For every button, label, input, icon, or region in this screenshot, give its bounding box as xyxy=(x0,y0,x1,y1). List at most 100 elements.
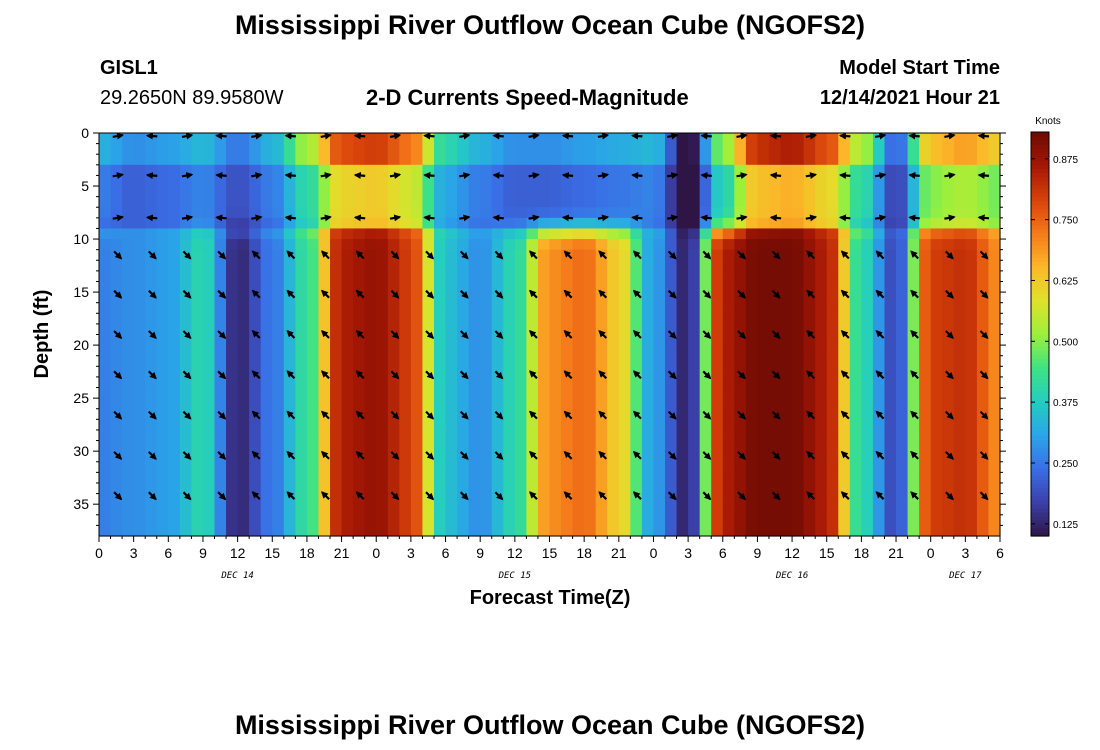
heatmap-cell xyxy=(260,398,273,410)
heatmap-cell xyxy=(410,154,424,166)
heatmap-cell xyxy=(191,482,204,495)
heatmap-cell xyxy=(561,228,574,240)
heatmap-cell xyxy=(930,228,943,240)
heatmap-cell xyxy=(919,302,932,314)
heatmap-cell xyxy=(457,154,470,166)
heatmap-cell xyxy=(953,186,966,198)
heatmap-cell xyxy=(861,461,874,473)
heatmap-cell xyxy=(780,429,793,442)
heatmap-cell xyxy=(965,334,978,346)
current-arrow xyxy=(667,250,677,260)
heatmap-cell xyxy=(988,249,1001,261)
heatmap-cell xyxy=(699,334,712,346)
heatmap-cell xyxy=(919,429,932,442)
current-arrow xyxy=(320,330,330,339)
heatmap-cell xyxy=(595,440,608,452)
heatmap-cell xyxy=(953,239,966,251)
heatmap-cell xyxy=(584,186,597,198)
heatmap-cell xyxy=(399,376,412,389)
heatmap-cell xyxy=(757,133,770,145)
heatmap-cell xyxy=(780,355,793,367)
heatmap-cell xyxy=(376,472,389,484)
heatmap-cell xyxy=(803,260,816,272)
heatmap-cell xyxy=(283,281,296,293)
heatmap-cell xyxy=(919,525,932,537)
heatmap-cell xyxy=(595,482,608,495)
heatmap-cell xyxy=(514,525,527,537)
heatmap-cell xyxy=(202,387,216,399)
heatmap-cell xyxy=(607,376,620,389)
heatmap-cell xyxy=(145,334,158,346)
heatmap-cell xyxy=(156,451,169,463)
heatmap-cell xyxy=(953,525,966,537)
heatmap-cell xyxy=(99,133,112,145)
heatmap-cell xyxy=(122,408,135,420)
heatmap-cell xyxy=(665,313,678,325)
heatmap-cell xyxy=(364,408,377,420)
heatmap-cell xyxy=(503,175,516,187)
current-arrow xyxy=(944,214,956,222)
heatmap-cell xyxy=(433,207,447,219)
heatmap-cell xyxy=(191,345,204,357)
heatmap-cell xyxy=(156,525,169,537)
heatmap-cell xyxy=(249,239,262,251)
colorbar-cell xyxy=(1031,257,1049,262)
heatmap-cell xyxy=(283,504,296,516)
heatmap-cell xyxy=(168,429,181,442)
heatmap-cell xyxy=(237,504,250,516)
heatmap-cell xyxy=(376,217,389,230)
heatmap-cell xyxy=(202,143,216,155)
current-arrow xyxy=(563,491,573,500)
heatmap-cell xyxy=(953,292,966,304)
heatmap-cell xyxy=(341,228,354,240)
heatmap-cell xyxy=(861,355,874,367)
heatmap-cell xyxy=(503,334,516,346)
heatmap-cell xyxy=(792,323,805,336)
heatmap-cell xyxy=(179,143,193,155)
heatmap-cell xyxy=(641,376,655,389)
heatmap-cell xyxy=(353,281,366,293)
heatmap-cell xyxy=(341,217,354,230)
heatmap-cell xyxy=(99,217,112,230)
heatmap-cell xyxy=(410,472,424,484)
heatmap-cell xyxy=(514,472,527,484)
heatmap-cell xyxy=(168,387,181,399)
heatmap-cell xyxy=(468,334,481,346)
heatmap-cell xyxy=(99,398,112,410)
heatmap-cell xyxy=(145,323,158,336)
colorbar-cell xyxy=(1031,281,1049,287)
heatmap-cell xyxy=(884,366,897,378)
heatmap-cell xyxy=(376,408,389,420)
heatmap-cell xyxy=(838,525,851,537)
y-tick-label: 35 xyxy=(73,496,89,512)
heatmap-cell xyxy=(260,217,273,230)
y-tick-label: 15 xyxy=(73,284,89,300)
current-arrow xyxy=(806,289,816,299)
heatmap-cell xyxy=(468,440,481,452)
heatmap-cell xyxy=(722,355,735,367)
heatmap-cell xyxy=(930,493,943,505)
heatmap-cell xyxy=(491,387,504,399)
current-arrow xyxy=(182,491,192,501)
heatmap-cell xyxy=(468,398,481,410)
heatmap-cell xyxy=(491,207,504,219)
heatmap-cell xyxy=(295,408,308,420)
heatmap-cell xyxy=(757,154,770,166)
heatmap-cell xyxy=(953,355,966,367)
current-arrow xyxy=(528,214,540,222)
heatmap-cell xyxy=(330,525,343,537)
colorbar-cell xyxy=(1031,491,1049,497)
heatmap-cell xyxy=(468,164,481,177)
heatmap-cell xyxy=(422,472,435,484)
heatmap-cell xyxy=(341,270,354,283)
heatmap-cell xyxy=(988,376,1001,389)
heatmap-cell xyxy=(364,504,377,516)
heatmap-cell xyxy=(722,376,735,389)
heatmap-cell xyxy=(445,440,458,452)
heatmap-cell xyxy=(364,493,377,505)
heatmap-cell xyxy=(110,429,123,442)
heatmap-cell xyxy=(272,270,285,283)
heatmap-cell xyxy=(630,292,643,304)
heatmap-cell xyxy=(838,504,851,516)
heatmap-cell xyxy=(353,387,366,399)
